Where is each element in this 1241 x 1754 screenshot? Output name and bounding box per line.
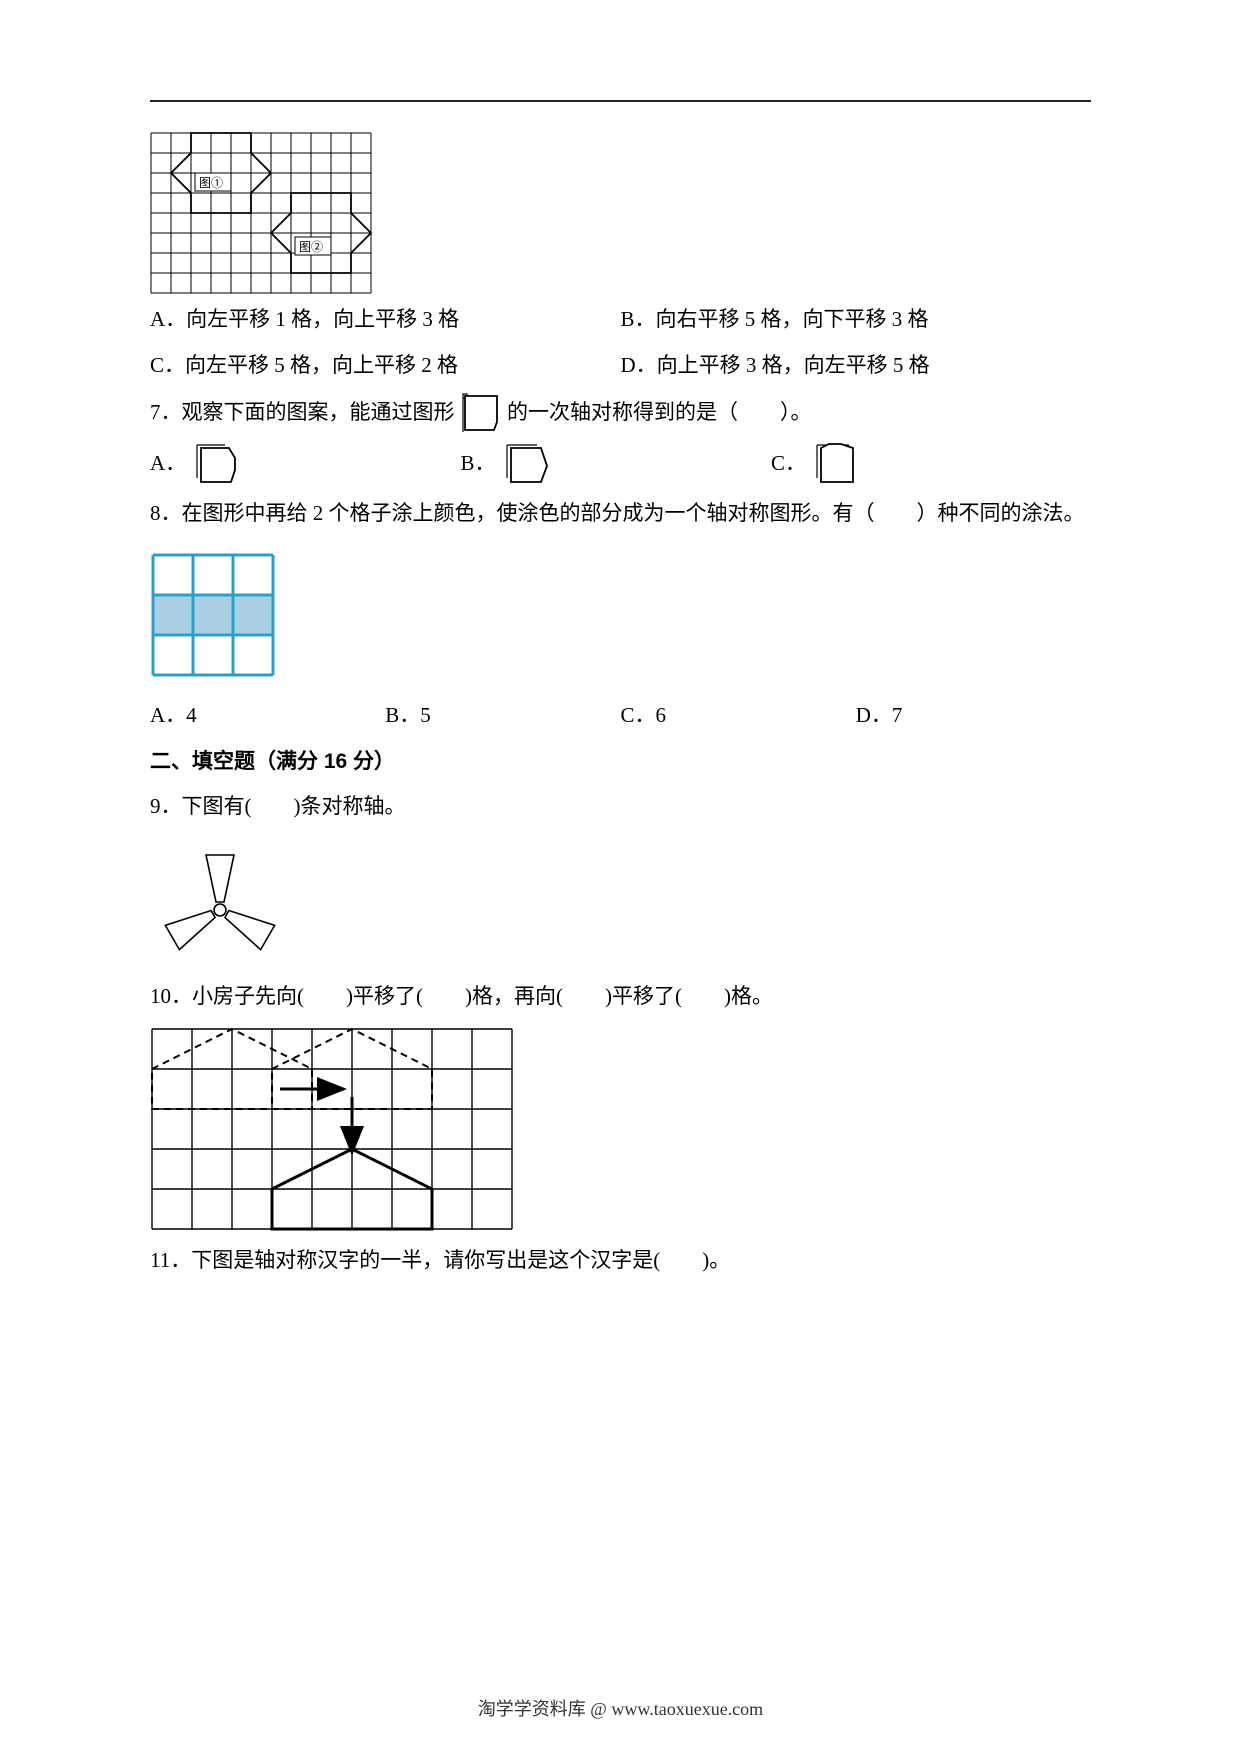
q6-options-row1: A．向左平移 1 格，向上平移 3 格 B．向右平移 5 格，向下平移 3 格	[150, 300, 1091, 340]
q6-option-d: D．向上平移 3 格，向左平移 5 格	[621, 346, 1092, 386]
q7-suffix: 的一次轴对称得到的是（ ）。	[507, 400, 812, 424]
q7-stem-icon	[460, 392, 502, 436]
q6-options-row2: C．向左平移 5 格，向上平移 2 格 D．向上平移 3 格，向左平移 5 格	[150, 346, 1091, 386]
q7-opt-c-label: C．	[771, 451, 806, 475]
q9-text: 9．下图有( )条对称轴。	[150, 787, 1091, 827]
q8-option-d: D．7	[856, 696, 1091, 736]
q7-prefix: 7．观察下面的图案，能通过图形	[150, 400, 455, 424]
q7-option-c: C．	[771, 442, 1082, 488]
q8-text: 8．在图形中再给 2 个格子涂上颜色，使涂色的部分成为一个轴对称图形。有（ ）种…	[150, 494, 1091, 534]
q6-figure: 图① 图②	[150, 132, 1091, 294]
q7-opt-c-icon	[811, 442, 863, 488]
q7-opt-a-label: A．	[150, 451, 186, 475]
page-footer: 淘学学资料库 @ www.taoxuexue.com	[0, 1692, 1241, 1726]
q8-options: A．4 B．5 C．6 D．7	[150, 696, 1091, 736]
header-rule	[150, 100, 1091, 102]
q8-option-a: A．4	[150, 696, 385, 736]
section2-title: 二、填空题（满分 16 分）	[150, 742, 1091, 782]
svg-text:图①: 图①	[199, 176, 223, 190]
q6-option-a: A．向左平移 1 格，向上平移 3 格	[150, 300, 621, 340]
q6-option-b: B．向右平移 5 格，向下平移 3 格	[621, 300, 1092, 340]
svg-text:图②: 图②	[299, 240, 323, 254]
q10-text: 10．小房子先向( )平移了( )格，再向( )平移了( )格。	[150, 977, 1091, 1017]
q8-option-b: B．5	[385, 696, 620, 736]
q9-figure	[150, 837, 1091, 967]
q10-figure	[150, 1027, 1091, 1231]
q7-opt-a-icon	[191, 442, 243, 488]
q7-opt-b-label: B．	[461, 451, 496, 475]
q7-options: A． B． C．	[150, 442, 1091, 488]
q7-stem: 7．观察下面的图案，能通过图形 的一次轴对称得到的是（ ）。	[150, 392, 1091, 436]
q7-option-a: A．	[150, 442, 461, 488]
q8-option-c: C．6	[621, 696, 856, 736]
q6-option-c: C．向左平移 5 格，向上平移 2 格	[150, 346, 621, 386]
q11-text: 11．下图是轴对称汉字的一半，请你写出是这个汉字是( )。	[150, 1241, 1091, 1281]
q7-opt-b-icon	[501, 442, 553, 488]
q8-figure	[150, 552, 1091, 678]
q7-option-b: B．	[461, 442, 772, 488]
